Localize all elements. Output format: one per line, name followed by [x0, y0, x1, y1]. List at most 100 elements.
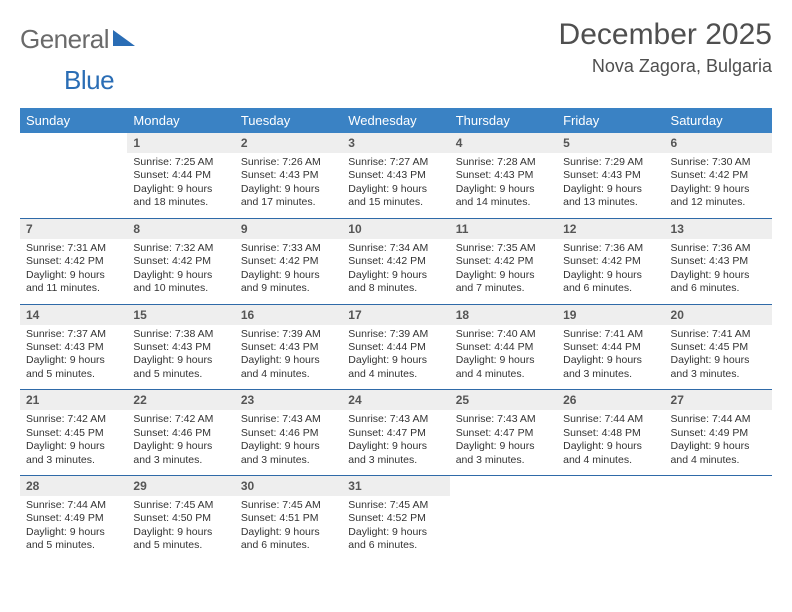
logo: General	[20, 18, 137, 55]
day-number: 24	[342, 390, 449, 410]
day-body: Sunrise: 7:43 AMSunset: 4:47 PMDaylight:…	[450, 410, 557, 475]
calendar-day-cell: 9Sunrise: 7:33 AMSunset: 4:42 PMDaylight…	[235, 218, 342, 304]
weekday-header-cell: Friday	[557, 108, 664, 133]
day-body: Sunrise: 7:28 AMSunset: 4:43 PMDaylight:…	[450, 153, 557, 218]
day-body: Sunrise: 7:41 AMSunset: 4:45 PMDaylight:…	[665, 325, 772, 390]
weekday-header-cell: Monday	[127, 108, 234, 133]
calendar-week-row: ..1Sunrise: 7:25 AMSunset: 4:44 PMDaylig…	[20, 133, 772, 218]
calendar-day-cell: 25Sunrise: 7:43 AMSunset: 4:47 PMDayligh…	[450, 390, 557, 476]
day-number: 2	[235, 133, 342, 153]
weekday-header: SundayMondayTuesdayWednesdayThursdayFrid…	[20, 108, 772, 133]
day-body: Sunrise: 7:27 AMSunset: 4:43 PMDaylight:…	[342, 153, 449, 218]
calendar-day-cell: 22Sunrise: 7:42 AMSunset: 4:46 PMDayligh…	[127, 390, 234, 476]
calendar-day-cell: 7Sunrise: 7:31 AMSunset: 4:42 PMDaylight…	[20, 218, 127, 304]
calendar-day-cell: 31Sunrise: 7:45 AMSunset: 4:52 PMDayligh…	[342, 476, 449, 561]
month-title: December 2025	[559, 18, 772, 52]
day-number: 21	[20, 390, 127, 410]
day-body: Sunrise: 7:26 AMSunset: 4:43 PMDaylight:…	[235, 153, 342, 218]
day-number: 7	[20, 219, 127, 239]
day-number: 11	[450, 219, 557, 239]
day-body: Sunrise: 7:44 AMSunset: 4:49 PMDaylight:…	[665, 410, 772, 475]
day-body: Sunrise: 7:29 AMSunset: 4:43 PMDaylight:…	[557, 153, 664, 218]
day-body: Sunrise: 7:45 AMSunset: 4:52 PMDaylight:…	[342, 496, 449, 561]
day-number: 19	[557, 305, 664, 325]
day-number: 27	[665, 390, 772, 410]
weekday-header-cell: Tuesday	[235, 108, 342, 133]
day-number: 25	[450, 390, 557, 410]
day-body: Sunrise: 7:34 AMSunset: 4:42 PMDaylight:…	[342, 239, 449, 304]
calendar-day-cell: 30Sunrise: 7:45 AMSunset: 4:51 PMDayligh…	[235, 476, 342, 561]
day-number: 23	[235, 390, 342, 410]
day-number: 3	[342, 133, 449, 153]
calendar-week-row: 7Sunrise: 7:31 AMSunset: 4:42 PMDaylight…	[20, 218, 772, 304]
calendar-day-cell: 6Sunrise: 7:30 AMSunset: 4:42 PMDaylight…	[665, 133, 772, 218]
day-body: Sunrise: 7:31 AMSunset: 4:42 PMDaylight:…	[20, 239, 127, 304]
day-body: Sunrise: 7:45 AMSunset: 4:50 PMDaylight:…	[127, 496, 234, 561]
day-number: 5	[557, 133, 664, 153]
day-body: Sunrise: 7:43 AMSunset: 4:46 PMDaylight:…	[235, 410, 342, 475]
day-number: 18	[450, 305, 557, 325]
calendar-day-cell: 29Sunrise: 7:45 AMSunset: 4:50 PMDayligh…	[127, 476, 234, 561]
calendar-table: SundayMondayTuesdayWednesdayThursdayFrid…	[20, 108, 772, 561]
logo-text-general: General	[20, 24, 109, 55]
calendar-body: .. 1Sunrise: 7:25 AMSunset: 4:44 PMDaylig…	[20, 133, 772, 561]
day-body: Sunrise: 7:25 AMSunset: 4:44 PMDaylight:…	[127, 153, 234, 218]
day-body: Sunrise: 7:36 AMSunset: 4:43 PMDaylight:…	[665, 239, 772, 304]
day-number: 16	[235, 305, 342, 325]
day-body: Sunrise: 7:40 AMSunset: 4:44 PMDaylight:…	[450, 325, 557, 390]
day-body: Sunrise: 7:42 AMSunset: 4:45 PMDaylight:…	[20, 410, 127, 475]
calendar-day-cell: 15Sunrise: 7:38 AMSunset: 4:43 PMDayligh…	[127, 304, 234, 390]
day-number: 17	[342, 305, 449, 325]
day-number: 10	[342, 219, 449, 239]
calendar-day-cell: 27Sunrise: 7:44 AMSunset: 4:49 PMDayligh…	[665, 390, 772, 476]
day-number: 28	[20, 476, 127, 496]
weekday-header-cell: Saturday	[665, 108, 772, 133]
day-body: Sunrise: 7:41 AMSunset: 4:44 PMDaylight:…	[557, 325, 664, 390]
day-number: 6	[665, 133, 772, 153]
calendar-day-cell: 26Sunrise: 7:44 AMSunset: 4:48 PMDayligh…	[557, 390, 664, 476]
day-number: 12	[557, 219, 664, 239]
calendar-day-cell: 13Sunrise: 7:36 AMSunset: 4:43 PMDayligh…	[665, 218, 772, 304]
calendar-day-cell: 17Sunrise: 7:39 AMSunset: 4:44 PMDayligh…	[342, 304, 449, 390]
calendar-day-cell: ..	[450, 476, 557, 561]
day-body: Sunrise: 7:37 AMSunset: 4:43 PMDaylight:…	[20, 325, 127, 390]
day-body: Sunrise: 7:36 AMSunset: 4:42 PMDaylight:…	[557, 239, 664, 304]
calendar-day-cell: 12Sunrise: 7:36 AMSunset: 4:42 PMDayligh…	[557, 218, 664, 304]
day-body: Sunrise: 7:33 AMSunset: 4:42 PMDaylight:…	[235, 239, 342, 304]
calendar-day-cell: 5Sunrise: 7:29 AMSunset: 4:43 PMDaylight…	[557, 133, 664, 218]
calendar-day-cell: 1Sunrise: 7:25 AMSunset: 4:44 PMDaylight…	[127, 133, 234, 218]
day-body: Sunrise: 7:39 AMSunset: 4:44 PMDaylight:…	[342, 325, 449, 390]
calendar-week-row: 21Sunrise: 7:42 AMSunset: 4:45 PMDayligh…	[20, 390, 772, 476]
calendar-day-cell: 16Sunrise: 7:39 AMSunset: 4:43 PMDayligh…	[235, 304, 342, 390]
calendar-day-cell: 3Sunrise: 7:27 AMSunset: 4:43 PMDaylight…	[342, 133, 449, 218]
calendar-day-cell: 10Sunrise: 7:34 AMSunset: 4:42 PMDayligh…	[342, 218, 449, 304]
day-body: Sunrise: 7:43 AMSunset: 4:47 PMDaylight:…	[342, 410, 449, 475]
day-number: 15	[127, 305, 234, 325]
weekday-header-cell: Sunday	[20, 108, 127, 133]
calendar-week-row: 14Sunrise: 7:37 AMSunset: 4:43 PMDayligh…	[20, 304, 772, 390]
day-number: 31	[342, 476, 449, 496]
calendar-day-cell: 11Sunrise: 7:35 AMSunset: 4:42 PMDayligh…	[450, 218, 557, 304]
calendar-day-cell: ..	[557, 476, 664, 561]
title-block: December 2025 Nova Zagora, Bulgaria	[559, 18, 772, 77]
day-number: 26	[557, 390, 664, 410]
day-body: Sunrise: 7:35 AMSunset: 4:42 PMDaylight:…	[450, 239, 557, 304]
logo-text-blue: Blue	[24, 65, 114, 95]
calendar-day-cell: 19Sunrise: 7:41 AMSunset: 4:44 PMDayligh…	[557, 304, 664, 390]
day-number: 9	[235, 219, 342, 239]
calendar-day-cell: 23Sunrise: 7:43 AMSunset: 4:46 PMDayligh…	[235, 390, 342, 476]
day-body: Sunrise: 7:39 AMSunset: 4:43 PMDaylight:…	[235, 325, 342, 390]
calendar-day-cell: 8Sunrise: 7:32 AMSunset: 4:42 PMDaylight…	[127, 218, 234, 304]
weekday-header-cell: Thursday	[450, 108, 557, 133]
day-number: 1	[127, 133, 234, 153]
calendar-day-cell: 14Sunrise: 7:37 AMSunset: 4:43 PMDayligh…	[20, 304, 127, 390]
calendar-day-cell: 2Sunrise: 7:26 AMSunset: 4:43 PMDaylight…	[235, 133, 342, 218]
calendar-day-cell: 4Sunrise: 7:28 AMSunset: 4:43 PMDaylight…	[450, 133, 557, 218]
triangle-icon	[113, 28, 135, 51]
day-body: Sunrise: 7:44 AMSunset: 4:49 PMDaylight:…	[20, 496, 127, 561]
day-body: Sunrise: 7:44 AMSunset: 4:48 PMDaylight:…	[557, 410, 664, 475]
day-number: 14	[20, 305, 127, 325]
calendar-day-cell: 20Sunrise: 7:41 AMSunset: 4:45 PMDayligh…	[665, 304, 772, 390]
day-body: Sunrise: 7:38 AMSunset: 4:43 PMDaylight:…	[127, 325, 234, 390]
weekday-header-cell: Wednesday	[342, 108, 449, 133]
